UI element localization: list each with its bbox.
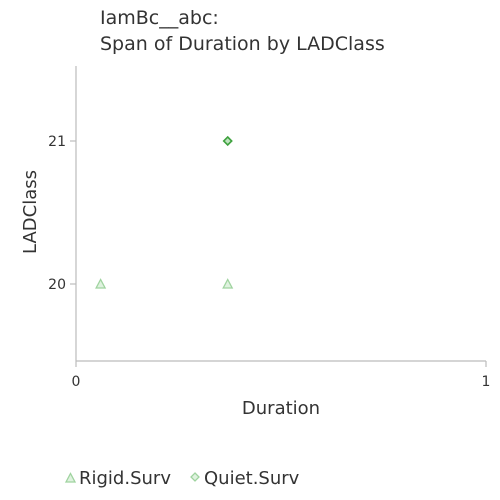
y-tick-label: 21 [48,134,66,150]
chart-title: IamBc__abc: [100,7,219,29]
y-axis-title: LADClass [20,170,41,254]
legend-label-rigid-surv: Rigid.Surv [79,468,171,489]
plot-area: 21 20 0 1 [48,66,490,390]
y-tick-label: 20 [48,277,66,293]
diamond-marker-icon [190,472,200,482]
triangle-marker-icon [64,472,77,483]
legend-item-quiet-surv[interactable]: Quiet.Surv [190,468,300,489]
x-tick-label: 1 [482,374,491,390]
data-points [95,135,234,289]
data-point-quiet-surv[interactable] [222,135,233,147]
legend: Rigid.Surv Quiet.Surv [64,468,300,489]
data-point-rigid-surv[interactable] [95,278,107,289]
legend-label-quiet-surv: Quiet.Surv [204,468,300,489]
x-tick-label: 0 [72,374,81,390]
data-point-rigid-surv[interactable] [222,278,234,289]
chart-subtitle: Span of Duration by LADClass [100,33,385,55]
x-axis-title: Duration [242,398,320,419]
legend-item-rigid-surv[interactable]: Rigid.Surv [64,468,171,489]
